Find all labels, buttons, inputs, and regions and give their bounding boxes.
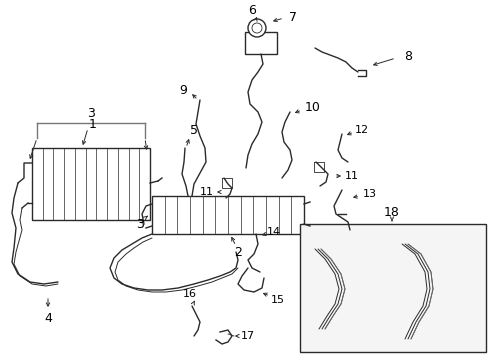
Text: 13: 13 xyxy=(362,189,376,199)
Bar xyxy=(299,224,485,352)
Text: 7: 7 xyxy=(288,10,296,23)
Text: 8: 8 xyxy=(403,50,411,63)
Text: 4: 4 xyxy=(44,311,52,324)
Bar xyxy=(32,148,150,220)
Text: 15: 15 xyxy=(270,295,285,305)
Text: 14: 14 xyxy=(266,227,281,237)
Text: 11: 11 xyxy=(345,171,358,181)
Text: 1: 1 xyxy=(89,117,97,131)
Text: 10: 10 xyxy=(305,100,320,113)
Text: 5: 5 xyxy=(190,123,198,136)
Text: 9: 9 xyxy=(179,84,186,96)
Text: 3: 3 xyxy=(136,217,143,230)
Text: 2: 2 xyxy=(234,246,242,258)
Text: 16: 16 xyxy=(183,289,197,299)
Bar xyxy=(152,196,304,234)
Text: 11: 11 xyxy=(200,187,214,197)
Text: 12: 12 xyxy=(354,125,368,135)
Text: 6: 6 xyxy=(247,4,255,17)
Text: 17: 17 xyxy=(241,331,255,341)
Circle shape xyxy=(247,19,265,37)
Bar xyxy=(244,32,276,54)
Text: 3: 3 xyxy=(87,107,95,120)
Text: 18: 18 xyxy=(383,206,399,219)
